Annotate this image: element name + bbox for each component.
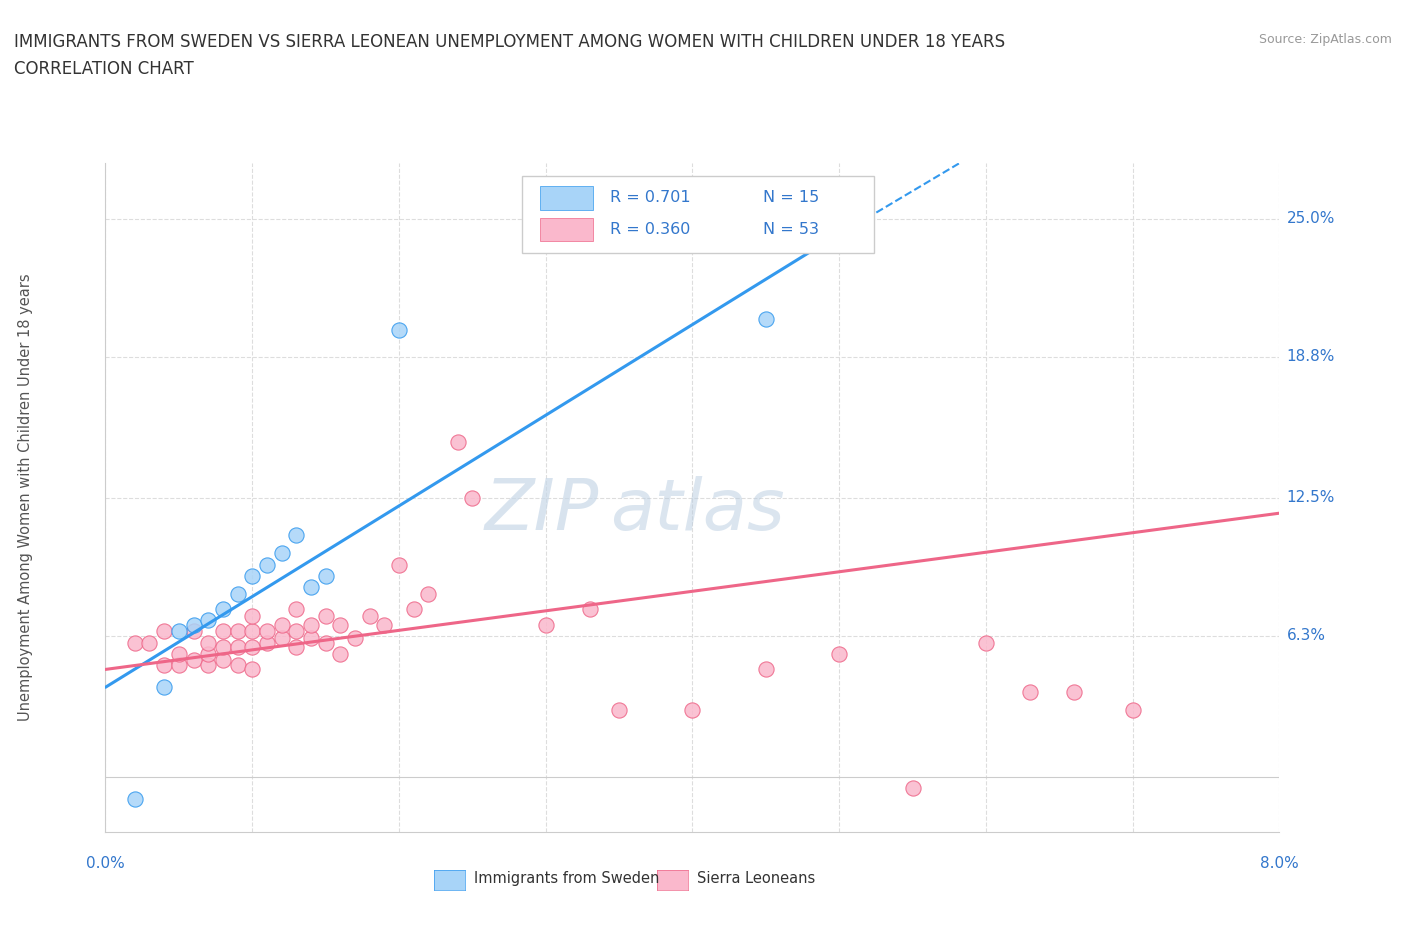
Point — [418, 586, 440, 601]
Bar — [540, 186, 593, 209]
Point — [315, 635, 337, 650]
Text: 12.5%: 12.5% — [1286, 490, 1334, 505]
Text: 18.8%: 18.8% — [1286, 350, 1334, 365]
Point — [197, 635, 219, 650]
Bar — [540, 218, 593, 241]
Point — [240, 640, 263, 655]
Point — [124, 635, 146, 650]
Point — [388, 557, 411, 572]
Text: IMMIGRANTS FROM SWEDEN VS SIERRA LEONEAN UNEMPLOYMENT AMONG WOMEN WITH CHILDREN : IMMIGRANTS FROM SWEDEN VS SIERRA LEONEAN… — [14, 33, 1005, 50]
Point — [607, 702, 630, 717]
Point — [315, 608, 337, 623]
Point — [197, 613, 219, 628]
Point — [299, 631, 322, 645]
Point — [183, 624, 205, 639]
Point — [755, 662, 778, 677]
Point — [240, 662, 263, 677]
Point — [461, 490, 484, 505]
Point — [681, 702, 703, 717]
Point — [211, 653, 233, 668]
Point — [578, 602, 600, 617]
Text: R = 0.360: R = 0.360 — [610, 222, 690, 237]
Point — [138, 635, 160, 650]
Point — [211, 640, 233, 655]
Point — [211, 602, 233, 617]
FancyBboxPatch shape — [522, 176, 875, 253]
Point — [285, 640, 308, 655]
Point — [226, 640, 249, 655]
Point — [329, 646, 352, 661]
Point — [315, 568, 337, 583]
Point — [256, 635, 278, 650]
Point — [270, 631, 292, 645]
Point — [183, 653, 205, 668]
Point — [285, 624, 308, 639]
Text: 6.3%: 6.3% — [1286, 629, 1326, 644]
Point — [1122, 702, 1144, 717]
Point — [901, 780, 924, 795]
Point — [153, 680, 176, 695]
Text: N = 15: N = 15 — [763, 191, 820, 206]
Point — [285, 602, 308, 617]
Point — [270, 546, 292, 561]
Point — [755, 312, 778, 326]
Point — [197, 658, 219, 672]
Point — [226, 658, 249, 672]
Point — [1063, 684, 1085, 699]
Point — [446, 434, 468, 449]
Point — [124, 791, 146, 806]
Point — [226, 586, 249, 601]
Text: N = 53: N = 53 — [763, 222, 818, 237]
Point — [256, 624, 278, 639]
Point — [974, 635, 997, 650]
Point — [828, 646, 851, 661]
Text: 8.0%: 8.0% — [1260, 856, 1299, 870]
Point — [359, 608, 381, 623]
Point — [299, 579, 322, 594]
Text: ZIP: ZIP — [484, 476, 599, 545]
Point — [256, 557, 278, 572]
Point — [270, 618, 292, 632]
Text: CORRELATION CHART: CORRELATION CHART — [14, 60, 194, 78]
Point — [167, 646, 190, 661]
Text: Sierra Leoneans: Sierra Leoneans — [696, 871, 815, 886]
Point — [534, 618, 557, 632]
Point — [285, 528, 308, 543]
Text: Source: ZipAtlas.com: Source: ZipAtlas.com — [1258, 33, 1392, 46]
Point — [343, 631, 366, 645]
Point — [153, 658, 176, 672]
Point — [240, 608, 263, 623]
Point — [299, 618, 322, 632]
Point — [197, 646, 219, 661]
Point — [240, 568, 263, 583]
Point — [226, 624, 249, 639]
Point — [240, 624, 263, 639]
Text: 25.0%: 25.0% — [1286, 211, 1334, 226]
Text: atlas: atlas — [610, 476, 785, 545]
Point — [211, 624, 233, 639]
Text: 0.0%: 0.0% — [86, 856, 125, 870]
Point — [153, 624, 176, 639]
Point — [183, 618, 205, 632]
Point — [388, 323, 411, 338]
Point — [402, 602, 425, 617]
Point — [167, 624, 190, 639]
Point — [167, 658, 190, 672]
Text: R = 0.701: R = 0.701 — [610, 191, 690, 206]
Text: Unemployment Among Women with Children Under 18 years: Unemployment Among Women with Children U… — [18, 273, 32, 722]
Text: Immigrants from Sweden: Immigrants from Sweden — [474, 871, 659, 886]
Point — [1019, 684, 1042, 699]
Point — [329, 618, 352, 632]
Point — [373, 618, 395, 632]
